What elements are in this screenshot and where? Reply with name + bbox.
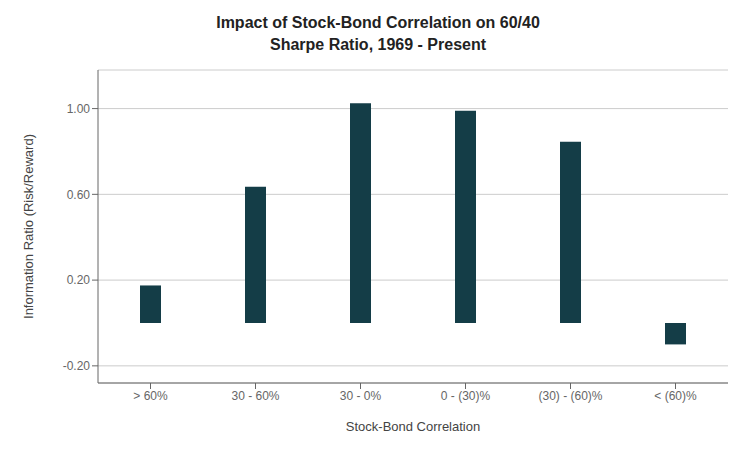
svg-text:> 60%: > 60% bbox=[133, 389, 168, 403]
html-text:Sharpe Ratio, 1969 - Present: Sharpe Ratio, 1969 - Present bbox=[270, 36, 486, 53]
svg-text:30 - 60%: 30 - 60% bbox=[231, 389, 279, 403]
svg-text:(30) - (60)%: (30) - (60)% bbox=[538, 389, 602, 403]
svg-text:0.60: 0.60 bbox=[67, 188, 91, 202]
html-text:Impact of Stock-Bond Correlati: Impact of Stock-Bond Correlation on 60/4… bbox=[216, 14, 540, 31]
svg-text:Stock-Bond Correlation: Stock-Bond Correlation bbox=[346, 419, 480, 434]
svg-text:0 - (30)%: 0 - (30)% bbox=[441, 389, 491, 403]
svg-text:Information Ratio (Risk/Reward: Information Ratio (Risk/Reward) bbox=[21, 134, 36, 319]
svg-text:-0.20: -0.20 bbox=[63, 359, 91, 373]
svg-text:30 - 0%: 30 - 0% bbox=[340, 389, 382, 403]
svg-text:< (60)%: < (60)% bbox=[654, 389, 697, 403]
svg-text:0.20: 0.20 bbox=[67, 273, 91, 287]
svg-text:1.00: 1.00 bbox=[67, 102, 91, 116]
